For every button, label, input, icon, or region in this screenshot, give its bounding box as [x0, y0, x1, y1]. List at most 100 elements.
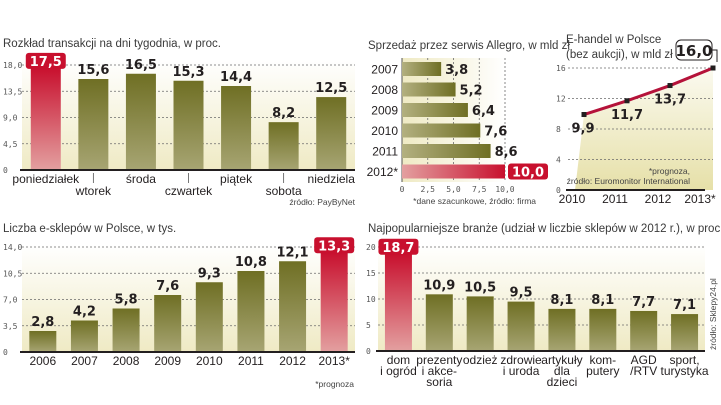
callout-leader: [712, 49, 718, 62]
x-tick-label: 2007: [71, 354, 98, 368]
bar: [70, 320, 98, 352]
x-tick-label: 7,5: [472, 185, 487, 194]
bar: [125, 73, 156, 170]
x-tick-label: 2013*: [684, 192, 716, 206]
chart-eshops: Liczba e-sklepów w Polsce, w tys. 0 3,5 7,…: [3, 223, 355, 389]
y-tick-label: 16: [556, 64, 566, 73]
bar: [154, 295, 182, 352]
bar: [466, 296, 494, 351]
data-label: 9,5: [510, 286, 533, 301]
x-tick-label: AGD: [631, 353, 657, 367]
y-tick-label: 12: [556, 95, 566, 104]
bar: [548, 308, 576, 351]
data-label: 13,3: [318, 239, 350, 254]
y-tick-label: 0: [556, 186, 561, 195]
data-label: 2,8: [31, 315, 54, 330]
data-label: 15,6: [77, 63, 109, 78]
data-label: 9,9: [571, 122, 594, 137]
bar: [316, 97, 347, 170]
bar: [402, 62, 442, 76]
bar: [268, 122, 299, 170]
chart-weekday: Rozkład transakcji na dni tygodnia, w pr…: [3, 38, 356, 207]
x-tick-label: 2012: [645, 192, 672, 206]
y-tick-label: 3,5: [3, 322, 18, 331]
data-point: [581, 112, 587, 118]
x-tick-label: sobota: [266, 184, 302, 198]
data-label: 17,5: [30, 55, 62, 70]
data-label: 7,6: [484, 125, 507, 140]
y-tick-label: 5: [366, 321, 371, 330]
x-tick-label: 2012: [279, 354, 306, 368]
data-label: 16,0: [675, 42, 712, 60]
x-tick-label: 2011: [238, 354, 264, 368]
data-label: 10,5: [464, 280, 496, 295]
data-label: 10,8: [235, 255, 267, 270]
y-tick-label: 20: [366, 243, 376, 252]
bar: [402, 123, 481, 138]
data-label: 6,4: [472, 104, 495, 119]
x-tick-label: turystyka: [661, 364, 709, 378]
x-tick-label: piątek: [220, 172, 253, 186]
bar: [384, 253, 412, 351]
series-line: [583, 66, 714, 116]
x-tick-label: sport,: [670, 353, 700, 367]
y-tick-label: 13,5: [3, 87, 22, 96]
chart-title: Rozkład transakcji na dni tygodnia, w pr…: [3, 38, 221, 50]
bar: [507, 301, 535, 351]
bar: [630, 310, 658, 351]
x-tick-label: 2009: [154, 354, 181, 368]
x-tick-label: prezenty: [416, 353, 462, 367]
data-label: 8,6: [495, 145, 518, 160]
x-tick-label: dla: [554, 364, 570, 378]
data-label: 13,7: [654, 93, 686, 108]
x-tick-label: 10,0: [495, 185, 514, 194]
data-label: 9,3: [198, 266, 221, 281]
chart-allegro: Sprzedaż przez serwis Allegro, w mld zł …: [367, 40, 571, 206]
x-tick-label: 2006: [29, 354, 56, 368]
y-tick-label: 2008: [371, 83, 398, 97]
x-tick-label: środa: [126, 172, 156, 186]
data-label-badge: [378, 238, 419, 255]
data-label: 5,8: [115, 293, 138, 308]
y-tick-label: 2010: [371, 124, 398, 138]
data-label: 10,0: [512, 166, 544, 181]
x-tick-label: odzież: [463, 353, 498, 367]
data-label: 15,3: [172, 65, 204, 80]
bar: [279, 261, 307, 352]
bar: [402, 144, 491, 158]
data-label-badge: [314, 237, 355, 254]
data-label-badge: [508, 163, 548, 180]
bar: [29, 331, 57, 352]
data-label: 12,1: [277, 245, 309, 260]
y-tick-label: 0: [3, 348, 8, 357]
bar: [221, 86, 252, 170]
x-tick-label: 2010: [559, 192, 586, 206]
chart-title: Sprzedaż przez serwis Allegro, w mld zł: [368, 40, 570, 52]
y-tick-label: 9,0: [3, 114, 18, 123]
chart-title: E-handel w Polsce: [566, 34, 661, 46]
x-tick-label: kom-: [589, 353, 616, 367]
bar: [589, 308, 617, 351]
y-tick-label: 4: [556, 156, 561, 165]
x-tick-label: poniedziałek: [12, 172, 80, 186]
source-note: źródło: Euromonitor International: [567, 176, 690, 186]
data-label: 10,9: [423, 278, 455, 293]
bar: [30, 67, 61, 170]
x-tick-label: soria: [426, 375, 452, 389]
chart-title: Najpopularniejsze branże (udział w liczb…: [368, 223, 721, 235]
y-tick-label: 0: [366, 347, 371, 356]
bar: [402, 103, 468, 117]
source-note: źródło: PayByNet: [289, 197, 355, 207]
data-label: 7,1: [673, 298, 696, 313]
x-tick-label: zdrowie: [500, 353, 542, 367]
x-tick-label: wtorek: [75, 184, 112, 198]
x-tick-label: 2010: [196, 354, 223, 368]
bar: [173, 80, 204, 170]
x-tick-label: 5,0: [446, 185, 461, 194]
data-label: 8,1: [550, 293, 573, 308]
y-tick-label: 2011: [372, 145, 398, 159]
x-tick-label: artykuły: [541, 353, 582, 367]
data-label: 8,1: [591, 293, 614, 308]
data-label: 8,2: [272, 106, 295, 121]
bar: [78, 79, 109, 170]
